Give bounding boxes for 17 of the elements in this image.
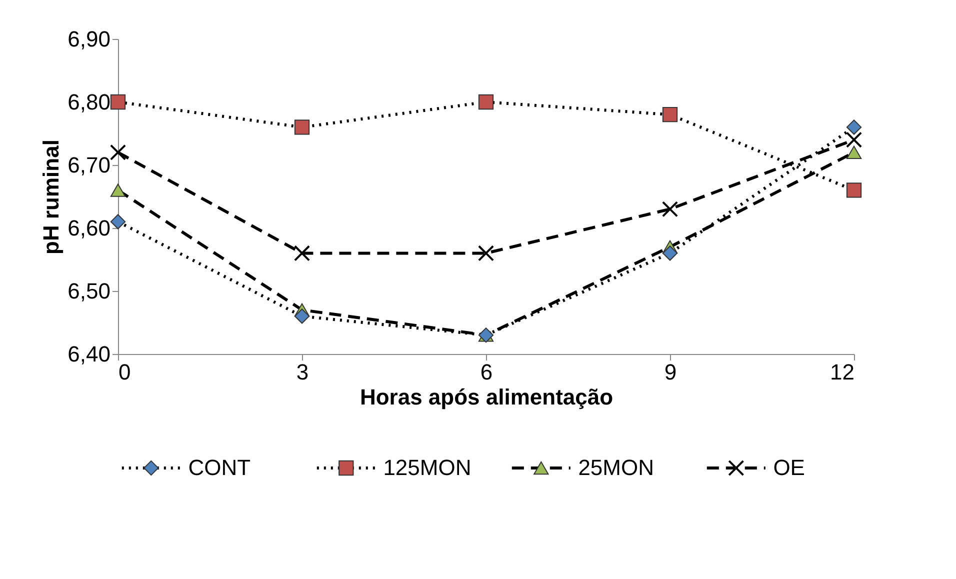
y-tick-label: 6,80 bbox=[68, 90, 110, 114]
y-tick-label: 6,40 bbox=[68, 342, 110, 366]
x-tick-label: 9 bbox=[664, 360, 677, 384]
legend-label: 25MON bbox=[578, 455, 654, 480]
x-tick-label: 6 bbox=[480, 360, 493, 384]
y-tick-label: 6,60 bbox=[68, 216, 110, 240]
y-tick-label: 6,90 bbox=[68, 26, 110, 52]
y-tick-label: 6,50 bbox=[68, 278, 110, 304]
x-tick-label: 12 bbox=[830, 360, 854, 384]
y-axis-title: pH ruminal bbox=[38, 140, 64, 254]
legend-label: 125MON bbox=[383, 455, 472, 480]
x-axis-title: Horas após alimentação bbox=[360, 384, 614, 410]
y-tick-label: 6,70 bbox=[68, 152, 110, 178]
legend-label: CONT bbox=[188, 455, 251, 480]
x-tick-label: 0 bbox=[118, 360, 131, 384]
legend-label: OE bbox=[773, 455, 805, 480]
x-tick-label: 3 bbox=[296, 360, 309, 384]
